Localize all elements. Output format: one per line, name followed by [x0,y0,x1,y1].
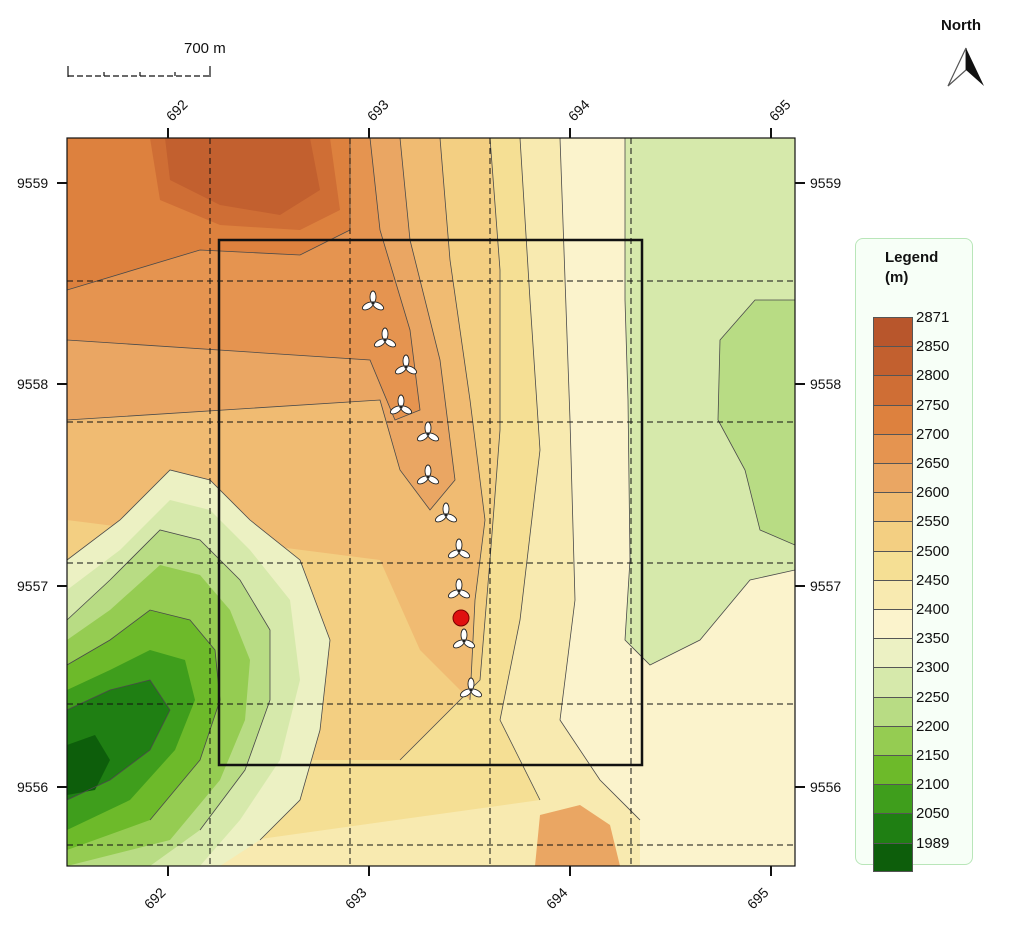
legend-swatch [873,842,913,872]
legend-label: 2050 [916,805,950,823]
legend-label: 2100 [916,776,950,794]
legend-swatch [873,755,913,785]
y-tick-9558-right: 9558 [810,376,841,392]
x-tick-labels-top: 692 693 694 695 [163,96,794,124]
legend-swatch-border [873,317,913,872]
legend-swatch [873,667,913,697]
north-label: North [941,17,981,34]
wind-turbine-icon [416,464,440,485]
study-area-boundary [217,238,644,767]
legend-label: 2800 [916,367,950,385]
legend-swatch [873,463,913,493]
x-tick-694-top: 694 [565,96,593,124]
legend-label: 2500 [916,542,950,560]
y-tick-9557-left: 9557 [17,578,48,594]
legend-swatch [873,579,913,609]
wind-turbine-icon [459,677,483,698]
legend-label: 2450 [916,571,950,589]
y-tick-9557-right: 9557 [810,578,841,594]
legend-label: 2750 [916,396,950,414]
x-tick-695-top: 695 [766,96,794,124]
legend-swatch [873,375,913,405]
station-marker-icon [452,609,470,627]
legend-label: 1989 [916,834,950,852]
wind-turbine-icon [434,502,458,523]
legend-label: 2300 [916,659,950,677]
legend-swatch [873,609,913,639]
legend-label: 2250 [916,688,950,706]
legend-swatch [873,813,913,843]
map-frame [66,137,796,867]
legend-title: Legend (m) [885,248,938,288]
legend-label: 2600 [916,484,950,502]
legend: Legend (m) 2871 2850 2800 2750 2700 2650 2600 2… [855,238,973,872]
x-tick-labels-bottom: 692 693 694 695 [141,884,772,912]
legend-swatch [873,433,913,463]
y-tick-9559-left: 9559 [17,175,48,191]
scale-bar [67,66,211,77]
y-tick-9556-right: 9556 [810,779,841,795]
wind-turbine-icon [373,327,397,348]
y-tick-9556-left: 9556 [17,779,48,795]
legend-label: 2700 [916,425,950,443]
north-arrow-icon [947,47,984,87]
legend-swatch [873,638,913,668]
legend-label: 2350 [916,630,950,648]
legend-swatch [873,784,913,814]
wind-turbine-icon [447,578,471,599]
legend-swatch [873,492,913,522]
wind-turbine-icon [394,354,418,375]
legend-swatch [873,404,913,434]
wind-turbine-icon [452,628,476,649]
legend-label: 2200 [916,717,950,735]
y-tick-9559-right: 9559 [810,175,841,191]
legend-unit-text: (m) [885,269,909,286]
legend-title-text: Legend [885,249,939,266]
x-tick-693-top: 693 [364,96,392,124]
legend-label: 2150 [916,747,950,764]
wind-turbine-icon [361,290,385,311]
scale-bar-label: 700 m [184,40,226,57]
x-tick-692-bottom: 692 [141,884,169,912]
graticule [67,138,795,866]
legend-label: 2550 [916,513,950,531]
legend-label: 2650 [916,455,950,472]
elevation-map [67,138,795,866]
wind-turbine-icon [447,538,471,559]
legend-label: 2850 [916,338,950,356]
y-tick-labels-right: 9559 9558 9557 9556 [810,175,841,795]
y-tick-labels-left: 9559 9558 9557 9556 [17,175,48,795]
legend-label: 2871 [916,309,950,326]
wind-turbine-markers [361,290,483,698]
legend-label: 2400 [916,601,950,618]
legend-swatch [873,346,913,376]
x-tick-694-bottom: 694 [543,884,571,912]
major-ticks [57,128,805,876]
legend-swatch [873,725,913,755]
x-tick-692-top: 692 [163,96,191,124]
wind-turbine-icon [389,394,413,415]
legend-swatch [873,550,913,580]
x-tick-695-bottom: 695 [744,884,772,912]
x-tick-693-bottom: 693 [342,884,370,912]
legend-swatch [873,696,913,726]
legend-swatch [873,521,913,551]
wind-turbine-icon [416,421,440,442]
y-tick-9558-left: 9558 [17,376,48,392]
